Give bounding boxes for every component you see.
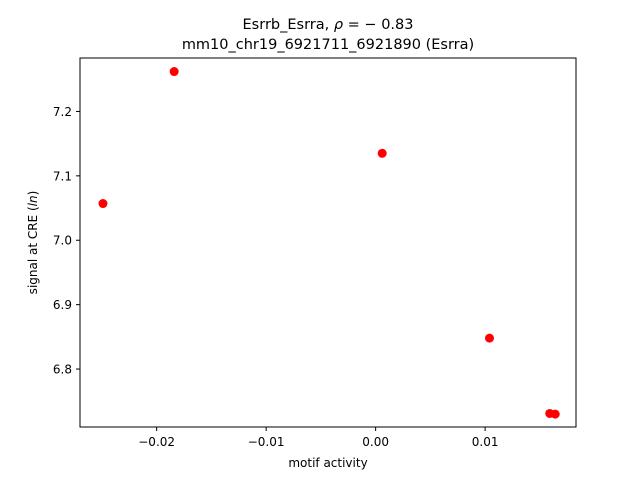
data-point-2: [169, 67, 179, 77]
title-rho-symbol: ρ: [334, 17, 344, 33]
chart-title-line-2: mm10_chr19_6921711_6921890 (Esrra): [182, 37, 474, 53]
y-axis-label-suffix: ): [26, 191, 40, 196]
data-point-6: [550, 409, 560, 419]
chart-title-line-1: Esrrb_Esrra, ρ = − 0.83: [243, 17, 414, 33]
data-point-3: [377, 148, 387, 158]
x-tick-label-4: 0.01: [472, 435, 499, 449]
title-rho-value: = − 0.83: [343, 17, 413, 33]
x-axis-ticks: −0.02 −0.01 0.00 0.01: [138, 427, 498, 449]
y-tick-label-5: 7.2: [53, 105, 72, 119]
y-axis-label-ln: ln: [26, 195, 40, 206]
data-point-1: [98, 199, 108, 209]
axes-frame: [79, 57, 577, 428]
x-tick-label-1: −0.02: [138, 435, 175, 449]
y-axis-label-prefix: signal at CRE (: [26, 206, 40, 294]
y-axis-ticks: 6.8 6.9 7.0 7.1 7.2: [53, 105, 80, 377]
y-axis-label: signal at CRE (ln): [26, 191, 40, 295]
y-tick-label-2: 6.9: [53, 298, 72, 312]
title-prefix: Esrrb_Esrra,: [243, 17, 334, 33]
y-tick-label-1: 6.8: [53, 363, 72, 377]
x-tick-label-3: 0.00: [362, 435, 389, 449]
data-point-4: [485, 333, 494, 343]
x-axis-label: motif activity: [288, 456, 367, 470]
y-tick-label-3: 7.0: [53, 234, 72, 248]
y-tick-label-4: 7.1: [53, 169, 72, 183]
plot-area: [98, 67, 560, 419]
x-tick-label-2: −0.01: [248, 435, 285, 449]
